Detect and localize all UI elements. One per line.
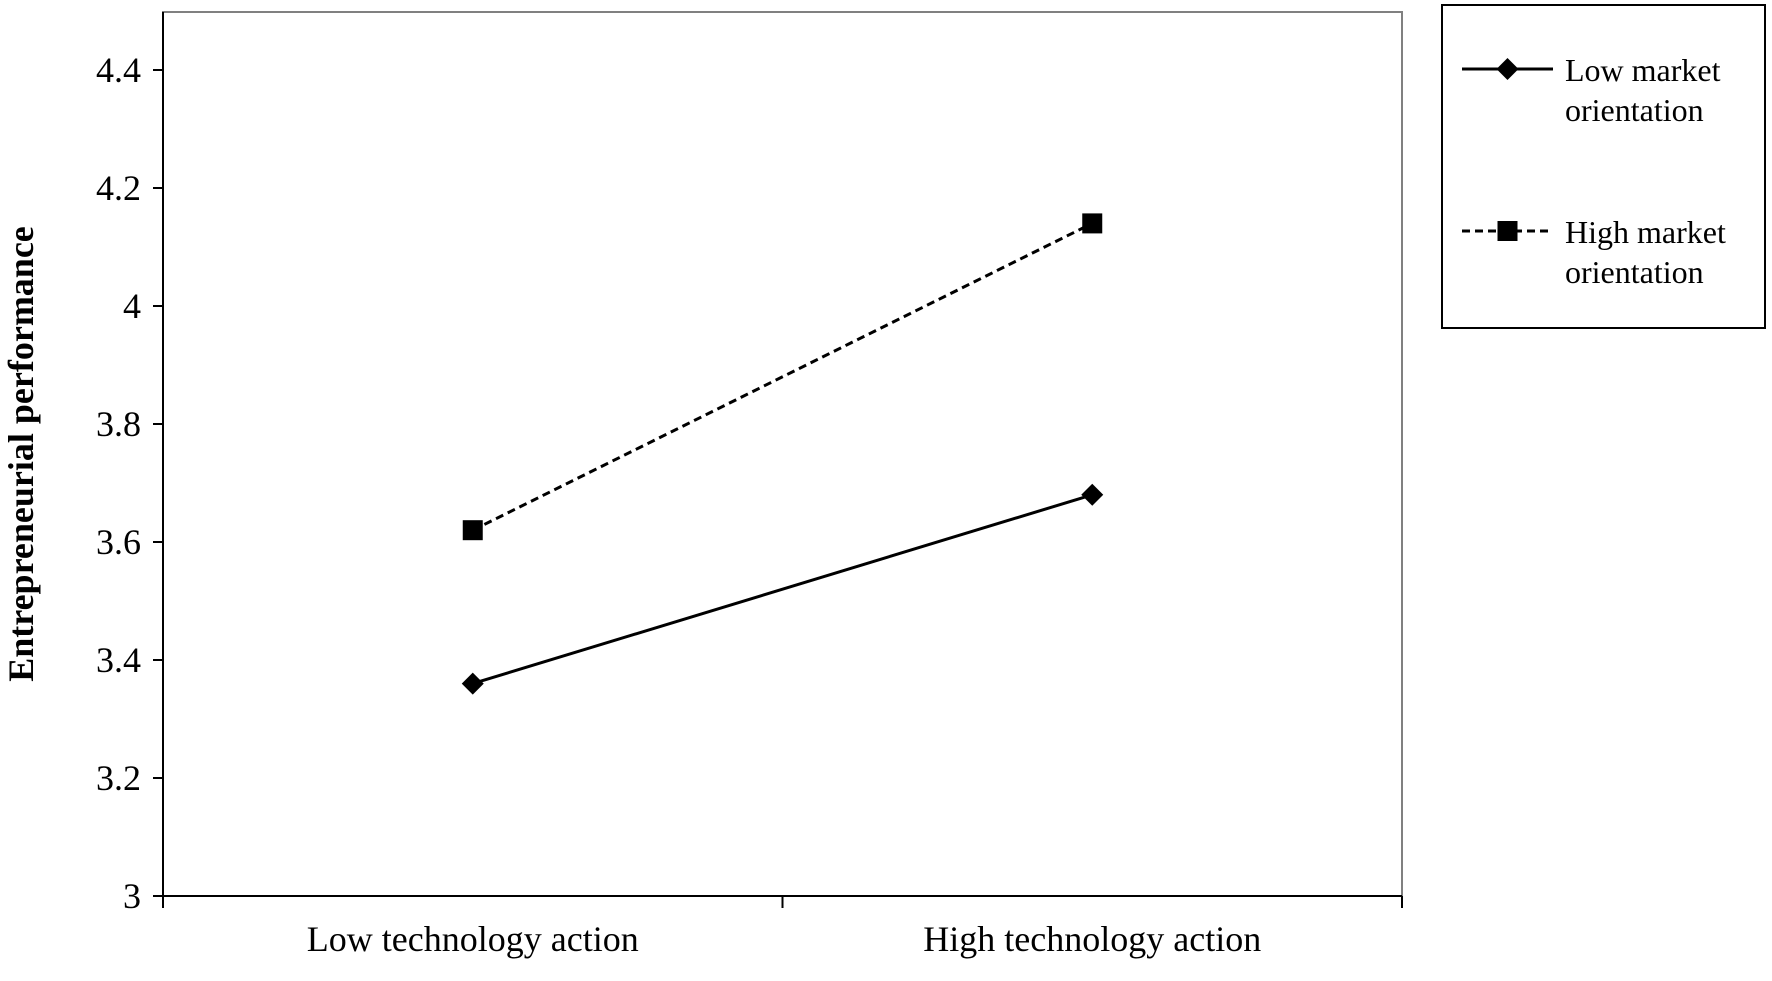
x-tick-label: Low technology action bbox=[307, 919, 639, 959]
series-2-point-2 bbox=[1082, 213, 1103, 234]
y-tick-label: 3.2 bbox=[96, 758, 141, 798]
y-tick-label: 3 bbox=[123, 876, 141, 916]
legend-marker-1 bbox=[1496, 58, 1519, 80]
legend-label-1-line-1: Low market bbox=[1565, 52, 1721, 88]
y-tick-label: 3.6 bbox=[96, 522, 141, 562]
y-tick-label: 3.8 bbox=[96, 404, 141, 444]
series-1-point-1 bbox=[461, 672, 484, 695]
y-tick-label: 4 bbox=[123, 286, 141, 326]
legend-marker-2 bbox=[1497, 221, 1518, 241]
legend-label-2-line-2: orientation bbox=[1565, 254, 1704, 290]
plot-area: 3 3.2 3.4 3.6 3.8 4 4.2 4.4 Low technology actio… bbox=[1, 11, 1403, 959]
y-axis-title: Entrepreneurial performance bbox=[1, 226, 41, 682]
legend-box bbox=[1441, 4, 1766, 329]
x-tick-label: High technology action bbox=[923, 919, 1261, 959]
legend-label-1-line-2: orientation bbox=[1565, 92, 1704, 128]
y-tick-label: 3.4 bbox=[96, 640, 141, 680]
series-1-point-2 bbox=[1081, 483, 1104, 506]
plot-frame bbox=[162, 11, 1403, 897]
y-tick-label: 4.4 bbox=[96, 50, 141, 90]
legend-label-2-line-1: High market bbox=[1565, 214, 1726, 250]
series-line-1 bbox=[472, 493, 1093, 686]
y-tick-label: 4.2 bbox=[96, 168, 141, 208]
series-line-2 bbox=[472, 222, 1093, 532]
series-2-point-1 bbox=[462, 520, 483, 541]
legend: Low market orientation High market orientat… bbox=[1441, 4, 1766, 329]
